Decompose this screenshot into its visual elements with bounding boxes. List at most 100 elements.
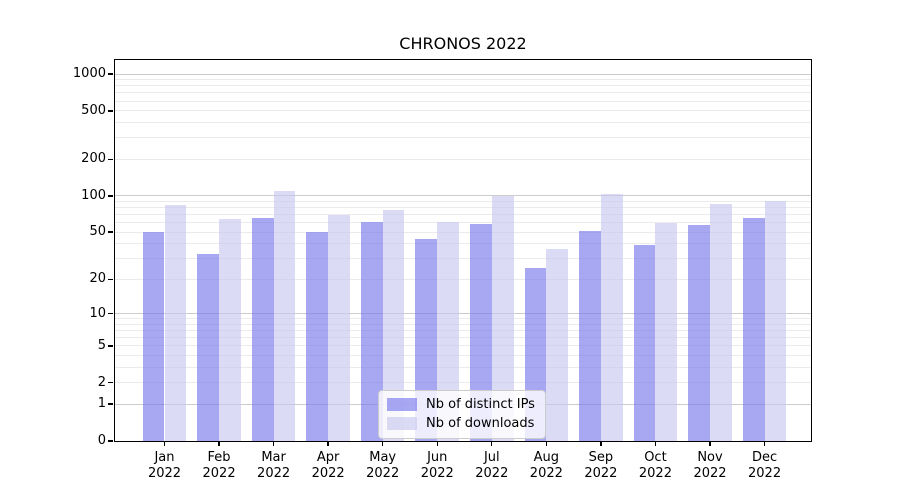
x-tick-label: Dec 2022	[735, 450, 795, 482]
grid-line-minor	[114, 222, 812, 224]
bar-downloads-jan	[164, 205, 187, 441]
grid-line-minor	[114, 318, 812, 320]
bar-downloads-jun	[437, 221, 460, 441]
bar-distinct-ips-sep	[579, 231, 601, 441]
x-tick-month: Nov	[697, 450, 723, 465]
y-tick-label: 1000	[72, 66, 106, 82]
grid-line-major	[114, 73, 812, 75]
x-tick-year: 2022	[420, 466, 454, 481]
grid-line-major	[114, 195, 812, 197]
x-tick-month: Jan	[154, 450, 175, 465]
bar-downloads-nov	[710, 203, 732, 441]
grid-line-minor	[114, 231, 812, 233]
y-tick-label: 2	[97, 374, 106, 390]
grid-line-minor	[114, 278, 812, 280]
bar-downloads-aug	[546, 249, 569, 441]
grid-line-minor	[114, 100, 812, 102]
bar-downloads-may	[382, 210, 405, 441]
x-tick-label: Oct 2022	[625, 450, 685, 482]
x-tick-label: Jul 2022	[462, 450, 522, 482]
x-tick-month: Oct	[644, 450, 667, 465]
grid-line-minor	[114, 79, 812, 81]
y-tick-mark	[108, 345, 113, 347]
x-tick-year: 2022	[475, 466, 509, 481]
grid-line-minor	[114, 85, 812, 87]
grid-line-minor	[114, 137, 812, 139]
x-tick-mark	[709, 442, 711, 446]
x-tick-month: Feb	[207, 450, 231, 465]
grid-line-minor	[114, 214, 812, 216]
x-tick-year: 2022	[202, 466, 236, 481]
x-tick-mark	[545, 442, 548, 446]
legend: Nb of distinct IPs Nb of downloads	[378, 390, 546, 439]
grid-line-minor	[114, 258, 812, 260]
grid-line-minor	[114, 330, 812, 332]
bar-distinct-ips-mar	[251, 218, 274, 441]
y-tick-mark	[108, 73, 113, 75]
x-tick-month: Jun	[427, 450, 448, 465]
y-tick-mark	[108, 381, 113, 384]
legend-label: Nb of distinct IPs	[426, 397, 535, 412]
x-tick-month: Aug	[533, 450, 560, 465]
legend-item: Nb of downloads	[387, 416, 535, 431]
y-tick-mark	[108, 231, 113, 233]
x-tick-mark	[436, 442, 438, 446]
x-tick-year: 2022	[748, 466, 782, 481]
y-tick-label: 1	[97, 396, 106, 412]
y-tick-mark	[108, 440, 113, 442]
bar-downloads-mar	[273, 190, 296, 441]
y-tick-mark	[108, 110, 113, 112]
x-tick-label: Mar 2022	[244, 450, 304, 482]
grid-line-minor	[114, 366, 812, 368]
x-tick-label: Nov 2022	[680, 450, 740, 482]
x-tick-year: 2022	[147, 466, 182, 481]
x-tick-mark	[763, 442, 766, 446]
y-tick-label: 200	[81, 151, 106, 167]
bar-distinct-ips-apr	[306, 232, 329, 441]
x-tick-mark	[382, 442, 384, 446]
legend-swatch-downloads	[387, 417, 417, 430]
x-tick-label: Jun 2022	[407, 450, 467, 482]
x-tick-month: Dec	[751, 450, 778, 465]
bar-downloads-apr	[328, 214, 350, 441]
x-tick-mark	[491, 442, 493, 446]
x-tick-month: May	[369, 450, 397, 465]
legend-swatch-distinct-ips	[387, 398, 417, 411]
x-tick-year: 2022	[257, 466, 291, 481]
y-tick-mark	[108, 403, 113, 405]
x-tick-year: 2022	[584, 466, 618, 481]
bar-downloads-jul	[491, 195, 514, 441]
bar-distinct-ips-dec	[742, 218, 765, 441]
x-tick-year: 2022	[529, 466, 563, 481]
bar-distinct-ips-nov	[688, 225, 710, 441]
grid-line-minor	[114, 323, 812, 325]
bar-distinct-ips-jan	[142, 232, 165, 441]
x-tick-mark	[327, 442, 329, 446]
y-tick-mark	[108, 158, 113, 160]
x-tick-mark	[654, 442, 657, 446]
bar-downloads-oct	[655, 222, 678, 441]
y-tick-label: 5	[97, 337, 106, 353]
x-tick-month: Jul	[483, 450, 500, 465]
bar-distinct-ips-may	[360, 221, 383, 441]
legend-label: Nb of downloads	[426, 416, 535, 431]
y-tick-label: 10	[89, 305, 106, 321]
x-tick-label: Feb 2022	[189, 450, 249, 482]
x-tick-mark	[600, 442, 602, 446]
y-tick-mark	[108, 195, 113, 197]
x-tick-label: Aug 2022	[516, 450, 576, 482]
grid-line-minor	[114, 92, 812, 94]
bar-distinct-ips-feb	[197, 253, 220, 441]
y-tick-label: 500	[81, 102, 106, 118]
x-tick-mark	[272, 442, 275, 446]
x-tick-month: Mar	[261, 450, 286, 465]
grid-line-minor	[114, 200, 812, 202]
y-tick-mark	[108, 312, 113, 315]
bar-downloads-sep	[600, 194, 623, 441]
y-tick-label: 100	[81, 187, 106, 203]
chart-title: CHRONOS 2022	[399, 34, 527, 53]
y-tick-label: 20	[89, 271, 106, 287]
grid-line-minor	[114, 243, 812, 245]
bar-distinct-ips-jul	[470, 223, 492, 441]
grid-line-minor	[114, 382, 812, 384]
